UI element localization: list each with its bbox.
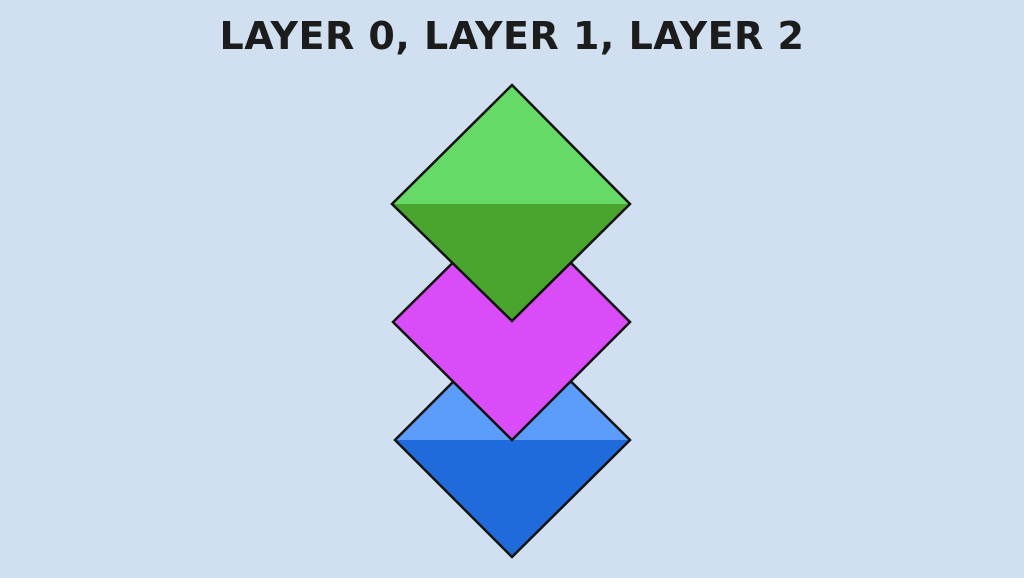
layer-2-diamond <box>390 83 632 323</box>
layer-2-bottom-half <box>392 204 630 321</box>
layer-2-top-half <box>392 85 630 204</box>
layer-2-outline <box>390 83 632 323</box>
diagram-title: LAYER 0, LAYER 1, LAYER 2 <box>219 14 805 58</box>
layer-0-bottom-half <box>395 440 630 557</box>
layer-0-outline <box>393 321 632 559</box>
layer-1-outline <box>391 202 632 442</box>
